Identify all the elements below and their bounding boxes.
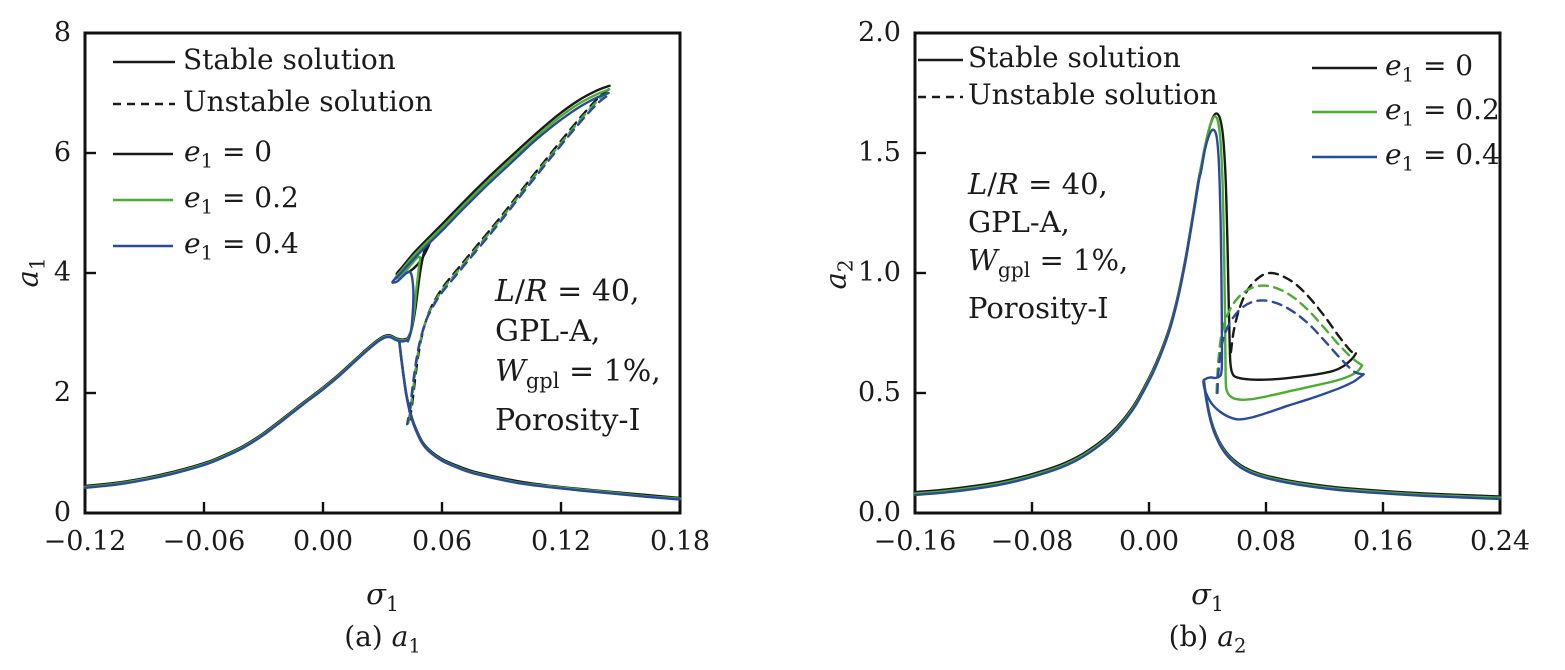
legend-series-label-black: e1 = 0 [1385, 49, 1474, 87]
legend-unstable-label: Unstable solution [968, 78, 1218, 111]
panel-caption-b: (b) a2 [1168, 620, 1247, 658]
x-axis-label-a: σ1 [366, 577, 399, 616]
x-tick-label: 0.12 [530, 526, 592, 557]
annotation-line: Porosity-I [495, 403, 641, 438]
x-tick-label: 0.00 [1118, 526, 1180, 557]
y-tick-label: 0.5 [858, 377, 901, 408]
x-tick-label: −0.16 [873, 526, 957, 557]
curve-b-e1-0-unstable-0 [1229, 271, 1358, 355]
x-tick-label: −0.08 [990, 526, 1074, 557]
x-tick-label: −0.06 [162, 526, 246, 557]
y-tick-label: 8 [53, 17, 71, 48]
x-tick-label: 0.00 [292, 526, 354, 557]
legend-unstable-label: Unstable solution [183, 85, 433, 118]
legend-series-label-blue: e1 = 0.4 [184, 227, 299, 265]
curve-a-e1-0.4-unstable-0 [405, 95, 608, 426]
annotation-line: L/R = 40, [968, 167, 1108, 201]
x-tick-label: 0.16 [1352, 526, 1414, 557]
curve-b-e1-0.4-stable-0 [913, 171, 1203, 497]
curve-b-e1-0.4-stable-1 [1199, 128, 1365, 421]
y-tick-label: 4 [53, 257, 71, 288]
annotation-line: Porosity-I [968, 290, 1109, 325]
x-axis-label-b: σ1 [1191, 577, 1224, 616]
curve-a-e1-0.4-stable-2 [398, 341, 682, 501]
x-tick-label: 0.24 [1469, 526, 1531, 557]
legend-series-label-green: e1 = 0.2 [1385, 93, 1500, 131]
curve-a-e1-0-unstable-0 [407, 88, 610, 425]
y-tick-label: 0.0 [858, 497, 901, 528]
annotation-a: L/R = 40, GPL-A, Wgpl = 1%, Porosity-I [495, 272, 661, 441]
y-tick-label: 1.0 [858, 257, 901, 288]
y-tick-label: 0 [53, 497, 71, 528]
annotation-line: GPL-A, [495, 314, 601, 349]
x-tick-label: 0.08 [1235, 526, 1297, 557]
annotation-line: L/R = 40, [495, 274, 640, 309]
y-tick-label: 2 [53, 377, 71, 408]
curve-b-e1-0-stable-2 [1202, 378, 1502, 498]
curve-a-e1-0.4-stable-1 [391, 91, 610, 343]
curve-b-e1-0.2-stable-1 [1201, 115, 1364, 401]
curve-a-e1-0.2-unstable-0 [406, 91, 609, 425]
y-axis-label-a: a1 [10, 257, 50, 288]
y-tick-label: 6 [53, 137, 71, 168]
y-tick-label: 1.5 [858, 137, 901, 168]
x-tick-label: 0.06 [411, 526, 473, 557]
y-tick-label: 2.0 [858, 17, 901, 48]
legend-series-label-blue: e1 = 0.4 [1385, 138, 1500, 176]
y-axis-label-b: a2 [818, 259, 858, 290]
legend-series-label-green: e1 = 0.2 [184, 181, 299, 219]
annotation-b: L/R = 40, GPL-A, Wgpl = 1%, Porosity-I [968, 165, 1128, 327]
legend-stable-label: Stable solution [183, 43, 396, 76]
curve-a-e1-0.4-stable-0 [83, 335, 410, 489]
legend-stable-label: Stable solution [968, 41, 1181, 74]
curve-b-e1-0.4-unstable-0 [1216, 299, 1365, 395]
annotation-line: GPL-A, [968, 205, 1070, 239]
annotation-line: Wgpl = 1%, [495, 354, 661, 393]
x-tick-label: −0.12 [43, 526, 127, 557]
annotation-line: Wgpl = 1%, [968, 243, 1129, 282]
legend-series-label-black: e1 = 0 [184, 135, 273, 173]
x-tick-label: 0.18 [649, 526, 711, 557]
panel-caption-a: (a) a1 [344, 620, 421, 658]
curve-b-e1-0.4-stable-2 [1202, 381, 1502, 500]
